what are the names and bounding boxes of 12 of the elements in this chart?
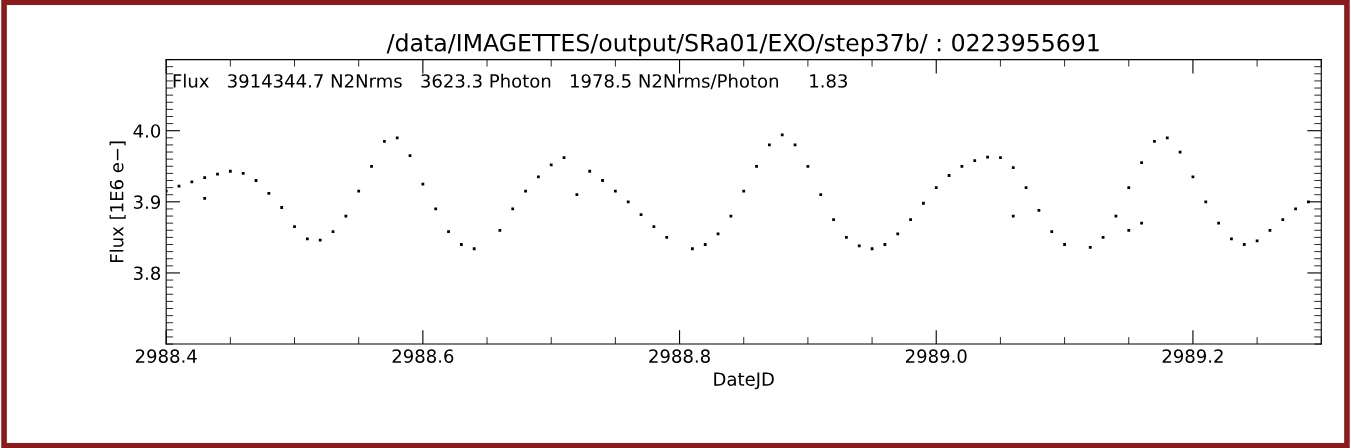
y-tick-label: 3.9	[133, 195, 161, 209]
x-tick-label: 2989.0	[905, 349, 967, 363]
x-tick-label: 2988.6	[392, 349, 454, 363]
chart-title: /data/IMAGETTES/output/SRa01/EXO/step37b/ : 0223955691	[386, 33, 1099, 57]
y-tick-label: 3.8	[133, 266, 161, 281]
x-axis-title: DateJD	[714, 372, 774, 390]
x-tick-label: 2988.4	[135, 349, 197, 363]
x-tick-label: 2988.8	[649, 349, 710, 363]
x-tick-label: 2989.2	[1162, 349, 1223, 363]
y-axis-title: Flux [1E6 e−]	[109, 141, 126, 262]
annotation: Flux 3914344.7 N2Nrms 3623.3 Photon 1978.5 N2Nrms/Photon 1.83	[173, 73, 847, 90]
y-tick-label: 4.0	[133, 124, 161, 138]
